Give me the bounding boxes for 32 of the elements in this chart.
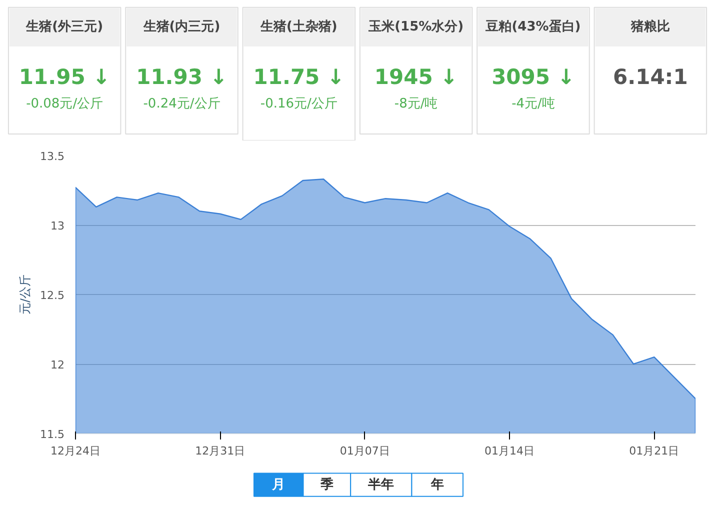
x-tick-label: 01月07日 (340, 444, 390, 458)
text: -8元/吨 (394, 96, 438, 112)
category-label: 生猪(内三元) (142, 19, 220, 34)
x-tick-label: 12月24日 (50, 444, 101, 458)
text: 11.95 ↓ (18, 65, 110, 90)
text: -0.24元/公斤 (143, 96, 220, 112)
category-label: 豆粕(43%蛋白) (484, 19, 581, 34)
x-tick-label: 01月21日 (629, 444, 680, 458)
y-tick-label: 13.5 (40, 150, 65, 163)
y-axis-title: 元/公斤 (18, 274, 32, 315)
text: -0.16元/公斤 (260, 96, 338, 112)
text: -0.08元/公斤 (26, 96, 104, 112)
y-tick-label: 12 (50, 358, 65, 372)
text: 11.75 ↓ (253, 65, 345, 90)
text: 3095 ↓ (492, 65, 575, 90)
x-tick-label: 01月14日 (484, 444, 535, 458)
text: 年 (430, 477, 444, 492)
category-label: 玉米(15%水分) (368, 19, 464, 34)
text: 半年 (367, 477, 394, 492)
category-label: 生猪(土杂猪) (259, 19, 338, 34)
text: 1945 ↓ (374, 65, 458, 90)
category-label: 猪粮比 (630, 18, 670, 34)
text: 6.14:1 (613, 65, 688, 90)
y-tick-label: 11.5 (40, 428, 65, 441)
category-label: 生猪(外三元) (25, 19, 104, 34)
text: 季 (319, 476, 334, 492)
y-tick-label: 13 (50, 220, 65, 232)
text: -4元/吨 (512, 96, 555, 112)
text: 月 (271, 477, 286, 492)
text: 11.93 ↓ (136, 65, 228, 90)
y-tick-label: 12.5 (40, 289, 65, 302)
x-tick-label: 12月31日 (195, 444, 246, 458)
